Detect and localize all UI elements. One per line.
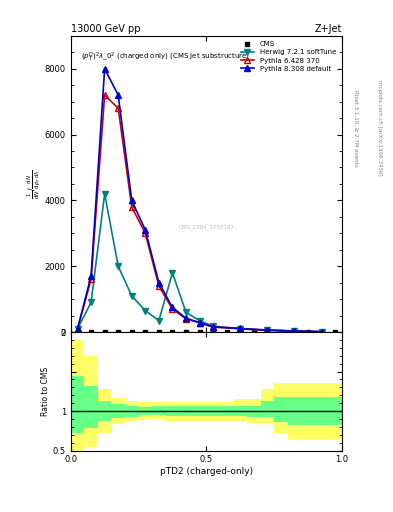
CMS bbox=[75, 329, 80, 335]
CMS bbox=[116, 329, 121, 335]
Herwig 7.2.1 softTune bbox=[143, 308, 148, 314]
Pythia 6.428 370 bbox=[197, 320, 202, 326]
Pythia 6.428 370 bbox=[170, 306, 175, 312]
Pythia 6.428 370 bbox=[319, 329, 324, 335]
Pythia 6.428 370 bbox=[292, 328, 297, 334]
CMS bbox=[224, 329, 229, 335]
Herwig 7.2.1 softTune bbox=[292, 328, 297, 334]
CMS bbox=[129, 329, 134, 335]
Pythia 6.428 370 bbox=[211, 324, 215, 330]
Pythia 6.428 370 bbox=[184, 316, 188, 322]
CMS bbox=[197, 329, 202, 335]
Pythia 8.308 default bbox=[143, 227, 148, 233]
Herwig 7.2.1 softTune bbox=[238, 326, 242, 332]
Pythia 6.428 370 bbox=[89, 276, 94, 283]
Line: Herwig 7.2.1 softTune: Herwig 7.2.1 softTune bbox=[75, 191, 324, 334]
Herwig 7.2.1 softTune bbox=[102, 191, 107, 197]
Pythia 8.308 default bbox=[75, 326, 80, 332]
Pythia 6.428 370 bbox=[129, 204, 134, 210]
Herwig 7.2.1 softTune bbox=[170, 270, 175, 276]
Pythia 8.308 default bbox=[184, 315, 188, 322]
Pythia 8.308 default bbox=[156, 280, 161, 286]
Herwig 7.2.1 softTune bbox=[75, 326, 80, 332]
Pythia 6.428 370 bbox=[143, 230, 148, 237]
Pythia 6.428 370 bbox=[75, 326, 80, 332]
Pythia 8.308 default bbox=[319, 329, 324, 335]
CMS bbox=[211, 329, 215, 335]
Herwig 7.2.1 softTune bbox=[129, 293, 134, 299]
CMS bbox=[265, 329, 270, 335]
Text: $(p_T^D)^2\lambda\_0^2$ (charged only) (CMS jet substructure): $(p_T^D)^2\lambda\_0^2$ (charged only) (… bbox=[81, 51, 250, 64]
Pythia 8.308 default bbox=[238, 326, 242, 332]
CMS bbox=[170, 329, 175, 335]
Herwig 7.2.1 softTune bbox=[116, 263, 121, 269]
Pythia 8.308 default bbox=[170, 304, 175, 310]
Pythia 8.308 default bbox=[292, 328, 297, 334]
Text: mcplots.cern.ch [arXiv:1306.3436]: mcplots.cern.ch [arXiv:1306.3436] bbox=[377, 80, 382, 176]
Legend: CMS, Herwig 7.2.1 softTune, Pythia 6.428 370, Pythia 8.308 default: CMS, Herwig 7.2.1 softTune, Pythia 6.428… bbox=[239, 39, 338, 74]
CMS bbox=[306, 329, 310, 335]
Pythia 8.308 default bbox=[197, 319, 202, 326]
Y-axis label: $\frac{1}{\mathrm{d}N} / \frac{\mathrm{d}N}{\mathrm{d}p_T \, \mathrm{d}\lambda}$: $\frac{1}{\mathrm{d}N} / \frac{\mathrm{d… bbox=[25, 169, 42, 199]
Pythia 8.308 default bbox=[102, 66, 107, 72]
CMS bbox=[279, 329, 283, 335]
CMS bbox=[292, 329, 297, 335]
Line: CMS: CMS bbox=[75, 330, 337, 334]
Text: Rivet 3.1.10, ≥ 2.7M events: Rivet 3.1.10, ≥ 2.7M events bbox=[354, 90, 359, 166]
X-axis label: pTD2 (charged-only): pTD2 (charged-only) bbox=[160, 467, 253, 476]
Herwig 7.2.1 softTune bbox=[89, 300, 94, 306]
CMS bbox=[143, 329, 148, 335]
Pythia 6.428 370 bbox=[265, 327, 270, 333]
Line: Pythia 6.428 370: Pythia 6.428 370 bbox=[75, 92, 324, 334]
Herwig 7.2.1 softTune bbox=[197, 317, 202, 324]
Text: CMS_2584_1750187: CMS_2584_1750187 bbox=[178, 224, 234, 230]
CMS bbox=[238, 329, 242, 335]
Herwig 7.2.1 softTune bbox=[184, 309, 188, 315]
Line: Pythia 8.308 default: Pythia 8.308 default bbox=[75, 66, 324, 334]
Pythia 8.308 default bbox=[116, 92, 121, 98]
CMS bbox=[156, 329, 161, 335]
Pythia 6.428 370 bbox=[102, 92, 107, 98]
CMS bbox=[184, 329, 188, 335]
Pythia 6.428 370 bbox=[116, 105, 121, 111]
Pythia 8.308 default bbox=[89, 273, 94, 279]
Text: Z+Jet: Z+Jet bbox=[314, 24, 342, 34]
CMS bbox=[102, 329, 107, 335]
CMS bbox=[252, 329, 256, 335]
Pythia 8.308 default bbox=[129, 197, 134, 203]
Herwig 7.2.1 softTune bbox=[211, 323, 215, 329]
Text: 13000 GeV pp: 13000 GeV pp bbox=[71, 24, 140, 34]
Y-axis label: Ratio to CMS: Ratio to CMS bbox=[41, 367, 50, 416]
CMS bbox=[319, 329, 324, 335]
Pythia 6.428 370 bbox=[156, 283, 161, 289]
Pythia 6.428 370 bbox=[238, 326, 242, 332]
CMS bbox=[333, 329, 338, 335]
Herwig 7.2.1 softTune bbox=[265, 327, 270, 333]
CMS bbox=[89, 329, 94, 335]
Pythia 8.308 default bbox=[265, 327, 270, 333]
Pythia 8.308 default bbox=[211, 324, 215, 330]
Herwig 7.2.1 softTune bbox=[319, 329, 324, 335]
Herwig 7.2.1 softTune bbox=[156, 317, 161, 324]
